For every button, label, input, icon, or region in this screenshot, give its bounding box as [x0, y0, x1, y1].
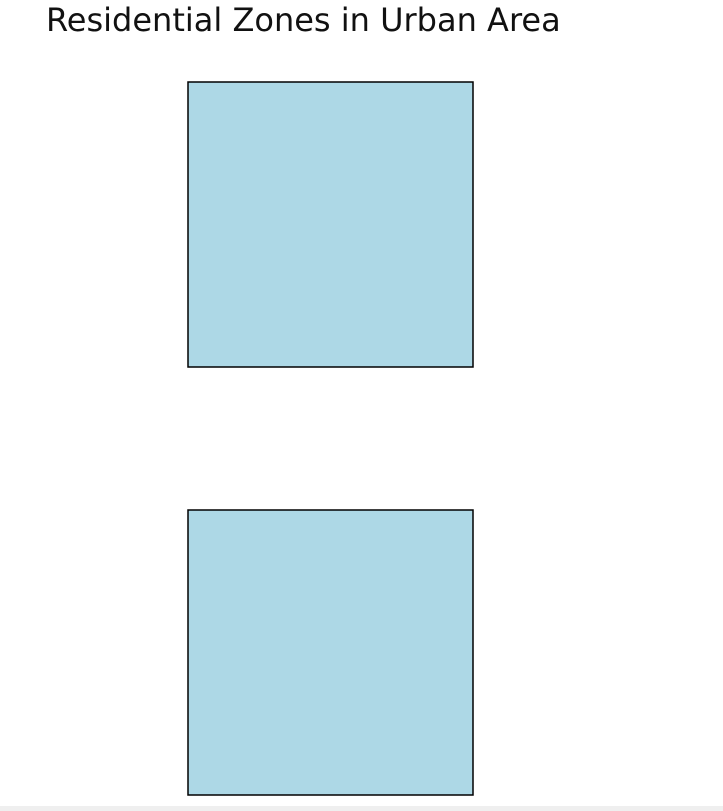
map-title: Residential Zones in Urban Area — [46, 1, 561, 39]
residential-zone-2 — [187, 509, 474, 796]
bottom-divider — [0, 806, 723, 811]
residential-zone-1 — [187, 81, 474, 368]
